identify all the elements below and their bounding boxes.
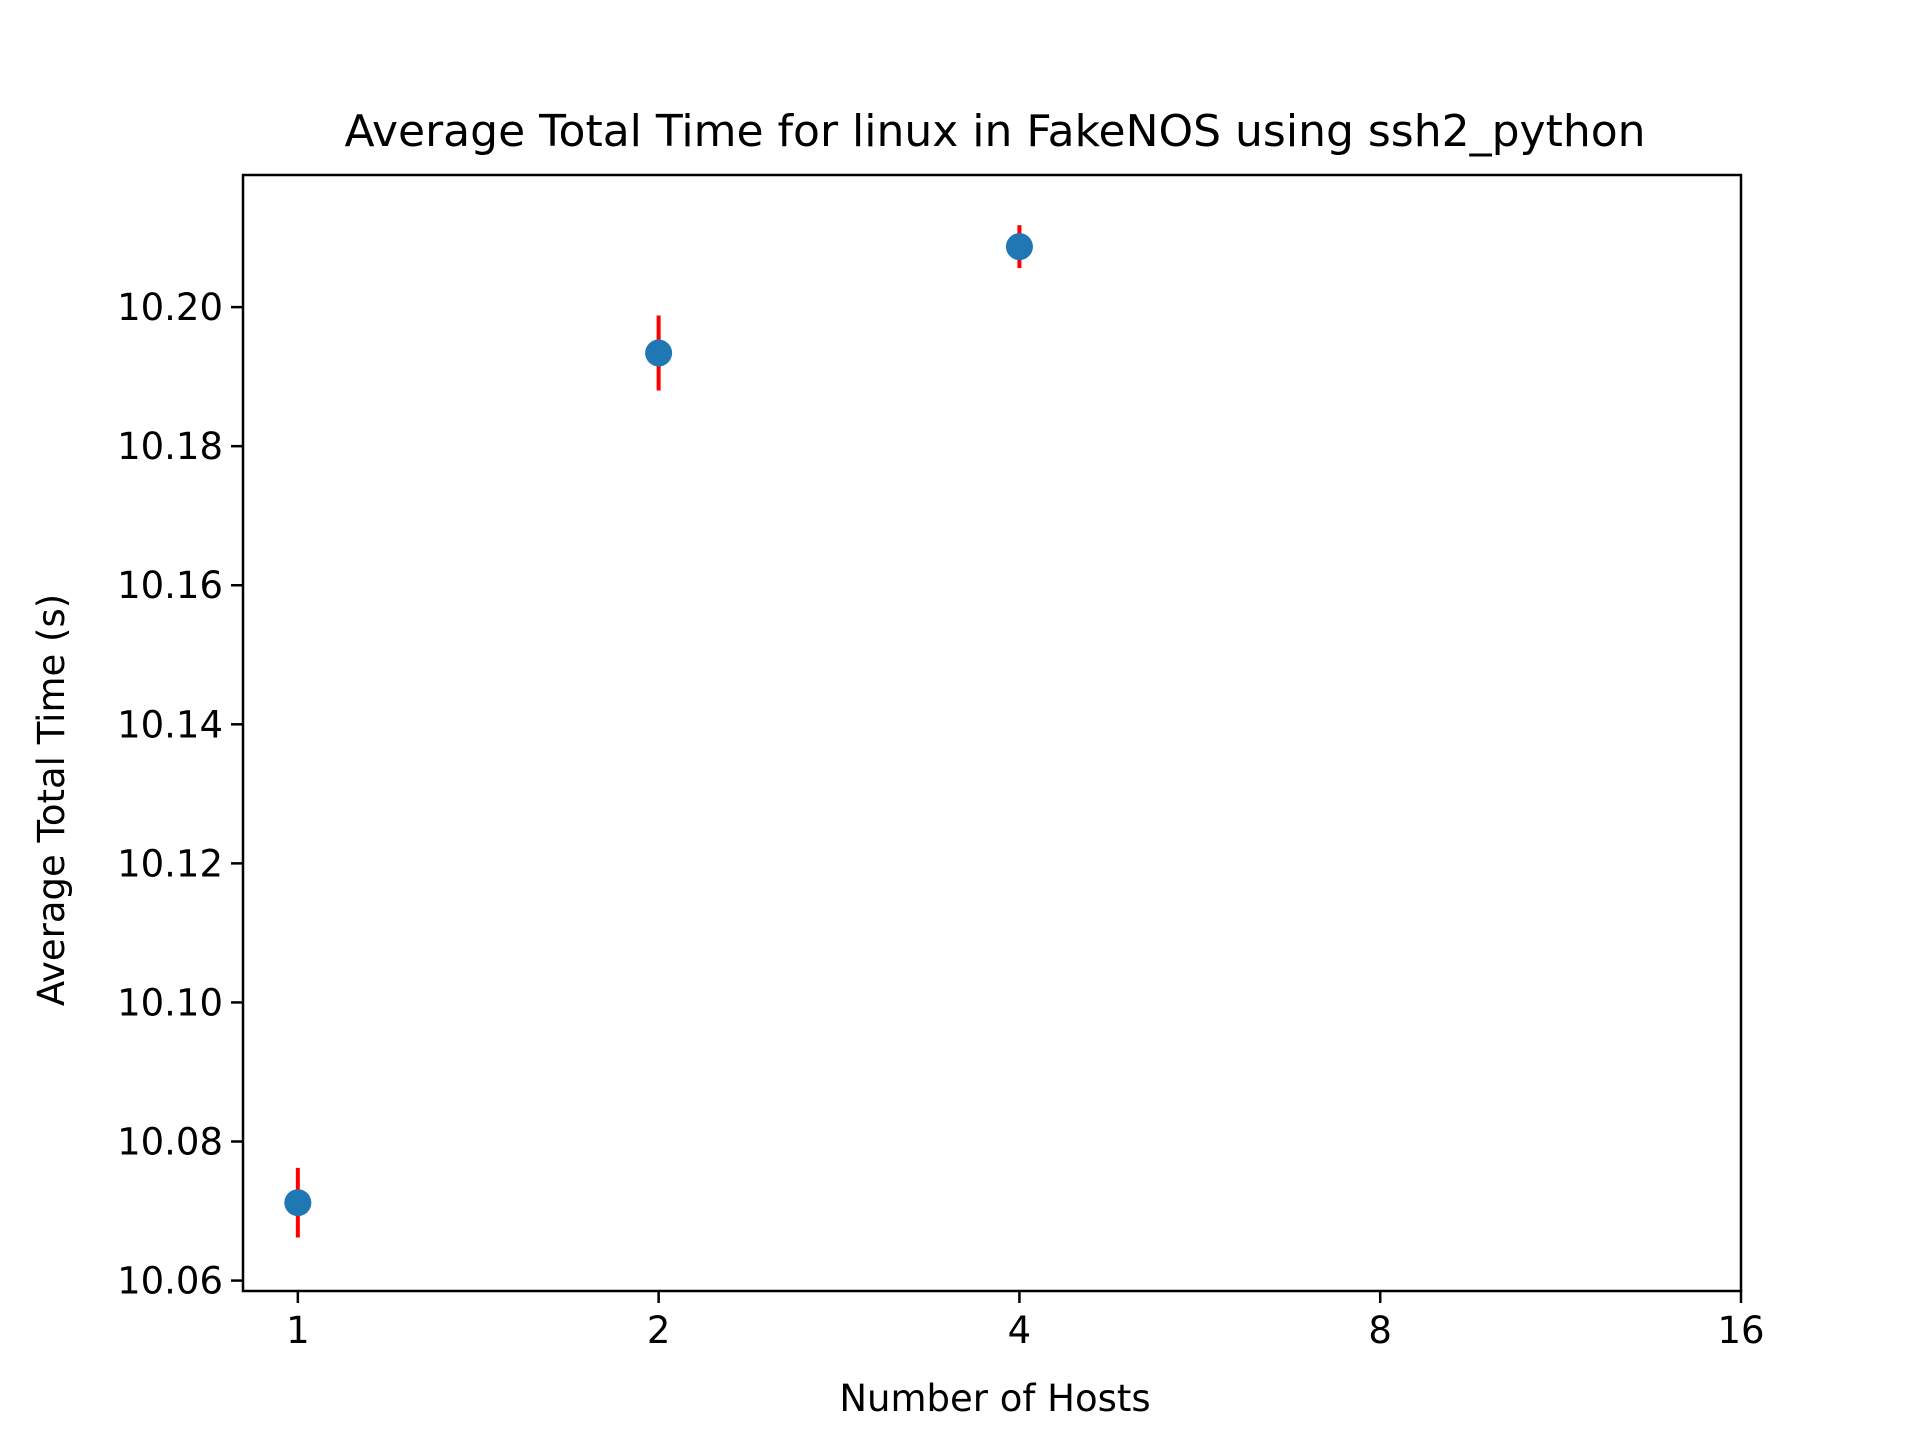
data-point: [1005, 233, 1033, 261]
y-tick-label: 10.08: [117, 1121, 223, 1164]
data-point: [284, 1189, 312, 1217]
y-tick-label: 10.20: [117, 286, 223, 329]
y-tick-label: 10.06: [117, 1260, 223, 1303]
x-tick-label: 4: [1008, 1309, 1032, 1352]
y-tick-label: 10.12: [117, 842, 223, 885]
y-tick-label: 10.18: [117, 425, 223, 468]
x-tick-label: 2: [647, 1309, 671, 1352]
y-tick-label: 10.14: [117, 703, 223, 746]
x-tick-label: 16: [1717, 1309, 1764, 1352]
x-tick-label: 8: [1368, 1309, 1392, 1352]
data-marks: [284, 225, 1033, 1238]
x-axis-ticks: 1 2 4 8 16: [286, 1291, 1765, 1352]
data-point: [645, 339, 673, 367]
axes-frame: [241, 173, 1743, 1293]
y-tick-label: 10.10: [117, 981, 223, 1024]
x-axis-title: Number of Hosts: [839, 1377, 1150, 1420]
y-tick-label: 10.16: [117, 564, 223, 607]
chart-title: Average Total Time for linux in FakeNOS …: [344, 106, 1645, 157]
y-axis-title: Average Total Time (s): [30, 594, 73, 1006]
y-axis-ticks: 10.06 10.08 10.10 10.12 10.14 10.16 10.18 10.20: [117, 286, 243, 1303]
plot-area: [241, 173, 1743, 1293]
x-tick-label: 1: [286, 1309, 310, 1352]
